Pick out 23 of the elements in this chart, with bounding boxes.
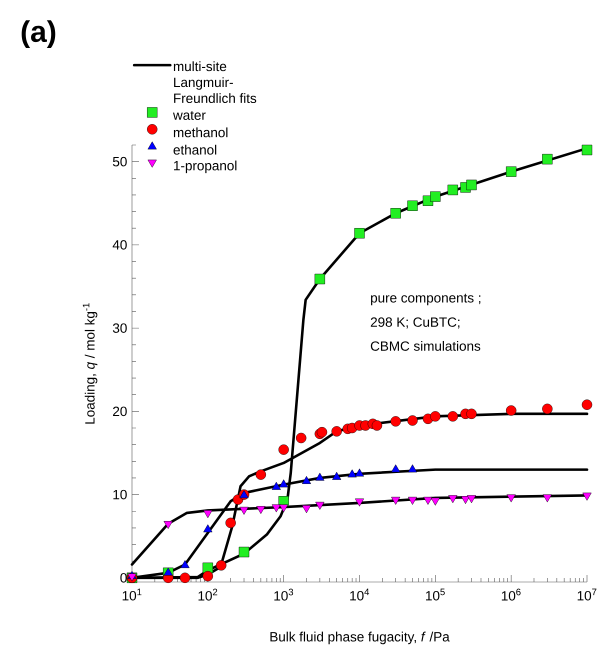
x-tick-label: 10$^{4}$ (350, 588, 370, 600)
x-tick-label: 10$^{6}$ (502, 588, 521, 601)
text: (a) (22, 20, 56, 48)
legend-label: 1-propanol (174, 160, 236, 174)
y-tick-label: 10 (113, 490, 127, 500)
annotation: pure components ; (371, 294, 480, 306)
y-tick-label: 50 (112, 156, 127, 166)
x-axis-title: Bulk fluid phase fugacity, f /Pa (270, 632, 450, 644)
y-tick-label: 30 (112, 323, 127, 333)
x-tick-label: 10$^{5}$ (426, 588, 445, 600)
y-tick-label: 40 (112, 240, 127, 250)
y-tick-label: 0 (120, 573, 127, 583)
x-tick-label: 10$^{3}$ (274, 588, 294, 601)
x-tick-label: 10$^{7}$ (578, 588, 596, 600)
y-axis-title: Loading, q / mol kg$^{-1}$ (82, 303, 98, 424)
legend-label: ethanol (174, 144, 216, 155)
y-tick-label: 20 (113, 406, 127, 416)
x-tick-label: 10$^{2}$ (198, 588, 218, 601)
legend-label: methanol (174, 127, 228, 138)
annotation: 298 K; CuBTC; (370, 317, 460, 328)
x-tick-label: 10$^{1}$ (122, 588, 142, 600)
annotation: CBMC simulations (370, 340, 480, 351)
legend-label: water (172, 111, 206, 120)
